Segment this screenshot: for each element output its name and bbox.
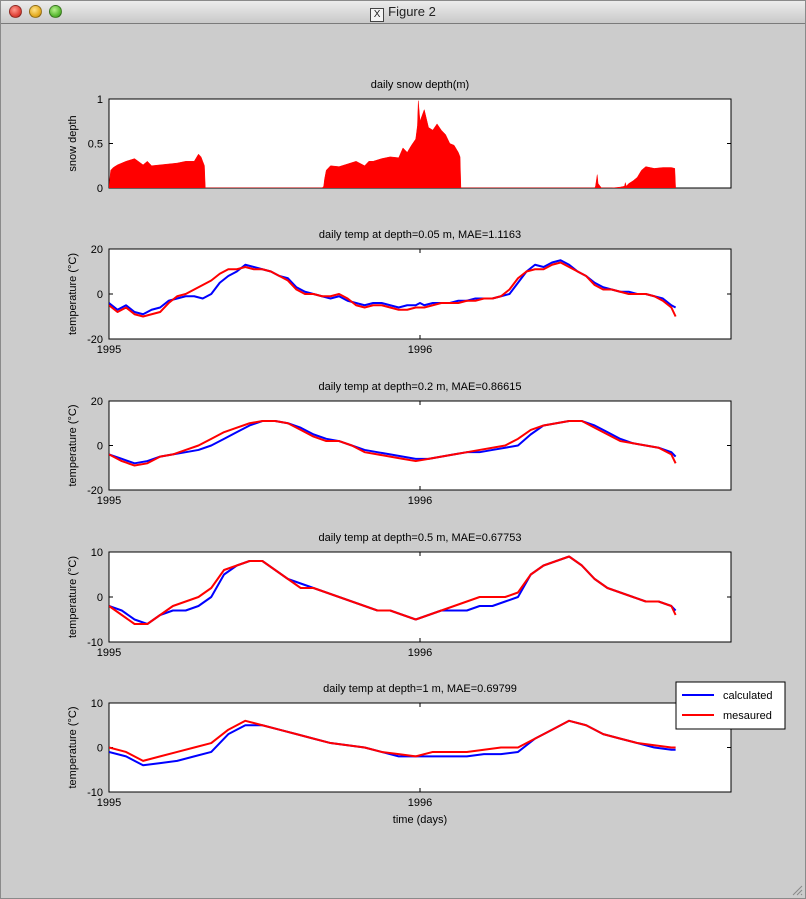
y-axis-label: temperature (°C): [67, 706, 79, 788]
close-window-button[interactable]: [9, 5, 22, 18]
chart-panel-5: daily temp at depth=1 m, MAE=0.69799 -10 0…: [67, 683, 732, 826]
y-tick-label: 20: [91, 244, 103, 256]
chart-title: daily temp at depth=0.5 m, MAE=0.67753: [318, 532, 521, 544]
series-line-mesaured: [109, 555, 677, 625]
y-tick-label: -10: [87, 637, 103, 649]
y-tick-label: 10: [91, 547, 103, 559]
y-tick-label: 0: [97, 183, 103, 195]
x-tick-label: 1996: [408, 797, 432, 809]
x-tick-label: 1995: [97, 647, 121, 659]
chart-panel-2: daily temp at depth=0.05 m, MAE=1.1163 -2…: [67, 229, 732, 356]
x-tick-label: 1996: [408, 344, 432, 356]
plot-area: [108, 551, 732, 643]
y-tick-label: 0: [97, 592, 103, 604]
y-axis-label: temperature (°C): [67, 556, 79, 638]
title-bar: X Figure 2: [1, 1, 805, 24]
chart-panel-1: daily snow depth(m) 0 0.5 1 snow depth: [67, 79, 732, 195]
window-title: Figure 2: [388, 4, 436, 19]
x-tick-label: 1996: [408, 495, 432, 507]
series-line-mesaured: [109, 719, 676, 762]
window-title-group: X Figure 2: [1, 4, 805, 22]
x11-icon: X: [370, 8, 385, 22]
plot-area: [108, 702, 732, 793]
y-tick-label: -20: [87, 334, 103, 346]
chart-panel-3: daily temp at depth=0.2 m, MAE=0.86615 -2…: [67, 381, 732, 507]
y-tick-label: 0: [97, 441, 103, 453]
zoom-window-button[interactable]: [49, 5, 62, 18]
chart-title: daily snow depth(m): [371, 79, 469, 91]
chart-title: daily temp at depth=0.05 m, MAE=1.1163: [319, 229, 521, 241]
series-line-mesaured: [109, 420, 677, 467]
y-tick-label: 0: [97, 743, 103, 755]
y-tick-label: 10: [91, 698, 103, 710]
legend: calculated mesaured: [675, 681, 786, 730]
x-tick-label: 1995: [97, 495, 121, 507]
x-axis-label: time (days): [393, 814, 447, 826]
y-tick-label: 20: [91, 396, 103, 408]
series-line-mesaured: [109, 261, 677, 318]
x-tick-label: 1995: [97, 344, 121, 356]
y-axis-label: temperature (°C): [67, 404, 79, 486]
minimize-window-button[interactable]: [29, 5, 42, 18]
x-tick-label: 1995: [97, 797, 121, 809]
legend-label: calculated: [723, 690, 773, 702]
y-tick-label: -10: [87, 787, 103, 799]
legend-label: mesaured: [723, 710, 772, 722]
y-axis-label: temperature (°C): [67, 253, 79, 335]
chart-panel-4: daily temp at depth=0.5 m, MAE=0.67753 -1…: [67, 532, 732, 659]
plot-area: [108, 400, 732, 491]
legend-box: [675, 681, 786, 730]
y-tick-label: 1: [97, 94, 103, 106]
resize-grip-icon[interactable]: [791, 884, 803, 896]
snow-depth-area: [109, 100, 676, 188]
y-tick-label: -20: [87, 485, 103, 497]
chart-title: daily temp at depth=1 m, MAE=0.69799: [323, 683, 517, 695]
x-tick-label: 1996: [408, 647, 432, 659]
y-tick-label: 0: [97, 289, 103, 301]
chart-title: daily temp at depth=0.2 m, MAE=0.86615: [318, 381, 521, 393]
y-axis-label: snow depth: [67, 115, 79, 171]
y-tick-label: 0.5: [88, 139, 103, 151]
